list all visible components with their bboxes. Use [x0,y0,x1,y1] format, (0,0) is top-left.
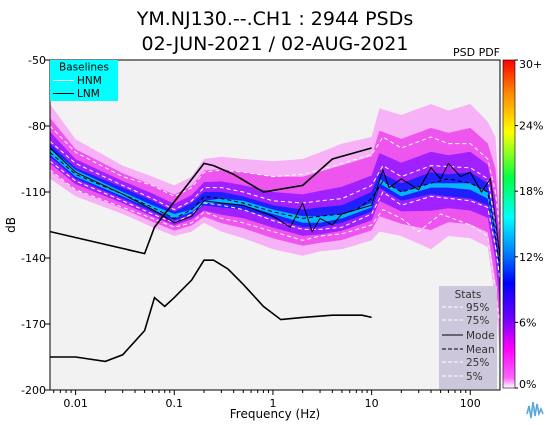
x-tick-label: 0.1 [166,397,184,410]
y-tick-label: -170 [21,318,46,331]
hnm-legend-label: HNM [77,75,102,87]
y-tick-label: -50 [28,54,46,67]
plot-frame [49,59,501,391]
baselines-legend: Baselines HNM LNM [50,60,118,101]
pdf-label: PSD PDF [453,46,500,59]
y-axis: -50 -80 -110 -140 -170 -200 [21,54,50,397]
y-tick-label: -200 [21,384,46,397]
x-axis: 0.01 0.1 1 10 100 [53,390,481,410]
p25-legend-label: 25% [466,357,489,369]
baselines-legend-title: Baselines [59,62,109,74]
colorbar-tick-label: 30+ [519,58,542,71]
y-tick-label: -140 [21,252,46,265]
colorbar-ticks: 0% 6% 12% 18% 24% 30+ [515,58,543,391]
series-5pct-line [50,169,500,325]
chart-title: YM.NJ130.--.CH1 : 2944 PSDs [136,8,413,30]
stats-legend: Stats 95% 75% Mode Mean 25% 5% [439,286,497,389]
y-tick-label: -110 [21,186,46,199]
p75-legend-label: 75% [466,315,489,327]
p95-legend-label: 95% [466,302,489,314]
colorbar-tick-label: 24% [519,120,543,133]
colorbar [502,59,516,389]
x-tick-label: 1 [269,397,276,410]
y-axis-label: dB [4,217,18,233]
x-tick-label: 100 [460,397,481,410]
lnm-legend-label: LNM [77,88,100,100]
colorbar-tick-label: 18% [519,185,543,198]
chart-subtitle: 02-JUN-2021 / 02-AUG-2021 [142,33,409,55]
lines-layer [50,125,500,363]
colorbar-tick-label: 6% [519,316,536,329]
x-tick-label: 0.01 [63,397,88,410]
x-tick-label: 10 [365,397,379,410]
mean-legend-label: Mean [466,344,495,356]
colorbar-tick-label: 0% [519,378,536,391]
stats-legend-box [439,286,497,389]
y-tick-label: -80 [28,120,46,133]
series-hnm-line [50,147,372,255]
series-mean-line [50,152,500,270]
stats-legend-title: Stats [455,289,482,301]
logo-icon [524,398,548,422]
x-axis-label: Frequency (Hz) [230,407,321,421]
colorbar-tick-label: 12% [519,251,543,264]
series-mode-line [50,147,500,259]
mode-legend-label: Mode [466,330,495,342]
p5-legend-label: 5% [466,371,483,383]
series-lnm-line [50,259,372,363]
